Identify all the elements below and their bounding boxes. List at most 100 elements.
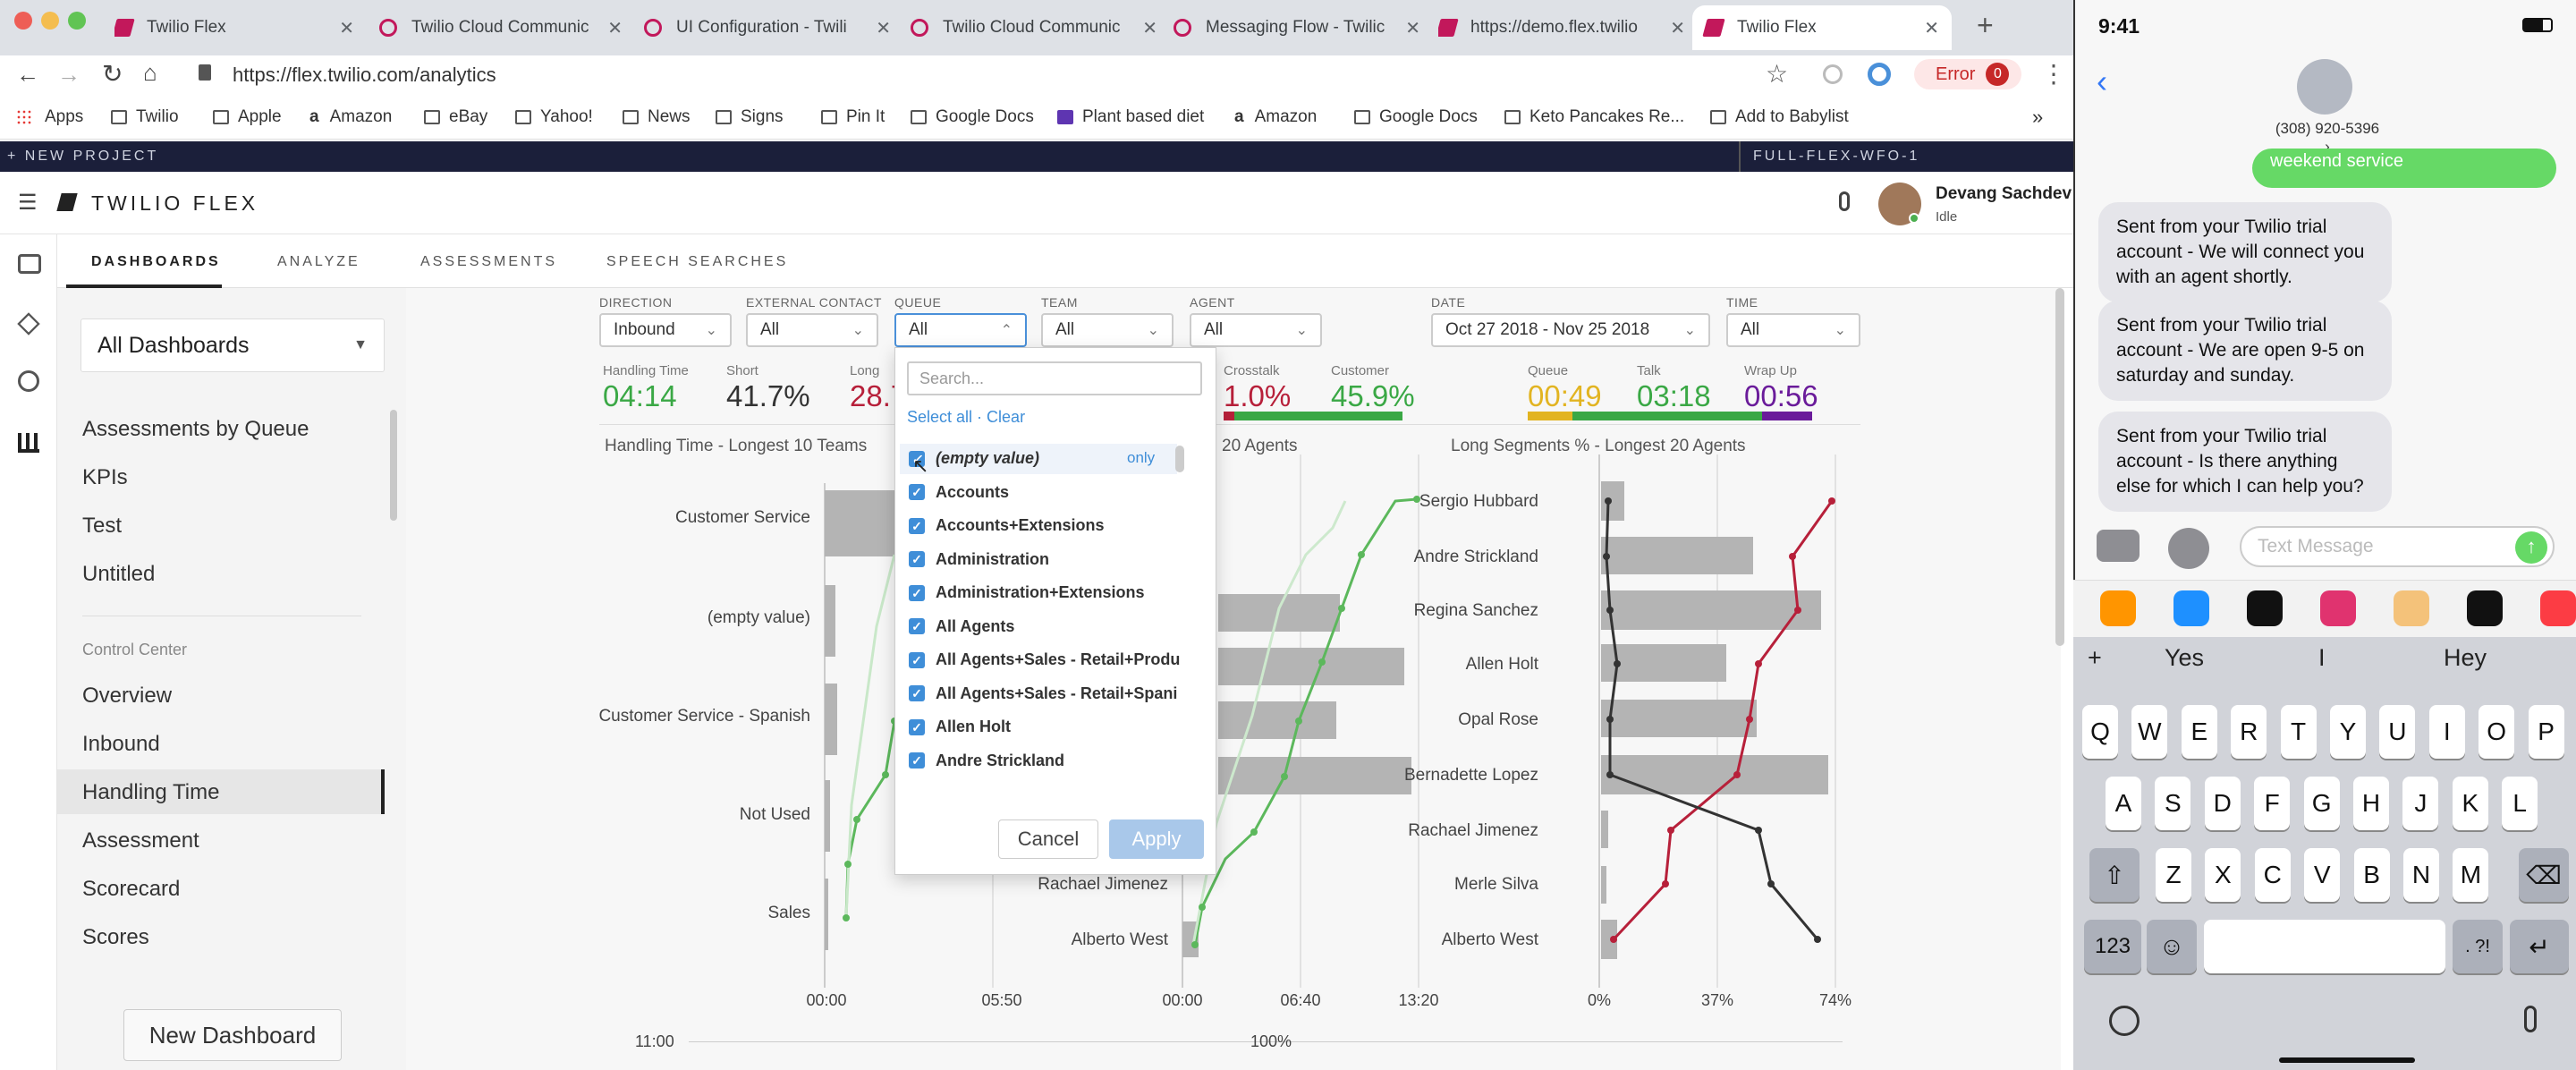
dashboard-item[interactable]: Inbound	[82, 732, 160, 756]
date-range-select[interactable]: Oct 27 2018 - Nov 25 2018 ⌄	[1431, 313, 1710, 347]
select-all-link[interactable]: Select all	[907, 408, 973, 426]
bookmark-link[interactable]: Keto Pancakes Re...	[1504, 104, 1684, 131]
checkbox-checked-icon[interactable]: ✓	[909, 752, 925, 769]
key-a[interactable]: A	[2106, 777, 2141, 830]
message-input[interactable]: Text Message	[2240, 526, 2555, 567]
queue-select[interactable]: All ⌃	[894, 313, 1027, 347]
minimize-window-button[interactable]	[41, 12, 59, 30]
dashboard-item[interactable]: KPIs	[82, 465, 128, 489]
dashboard-item[interactable]: Assessments by Queue	[82, 417, 309, 441]
music-app-icon[interactable]	[2540, 590, 2576, 626]
queue-search-input[interactable]: Search...	[907, 361, 1202, 395]
extension-icon[interactable]	[1868, 63, 1891, 86]
checkbox-checked-icon[interactable]: ✓	[909, 651, 925, 668]
queue-option[interactable]: ✓ Administration+Extensions	[909, 583, 1145, 602]
emoji-key[interactable]: ☺	[2147, 920, 2197, 973]
suggestion[interactable]: I	[2318, 644, 2326, 671]
key-u[interactable]: U	[2379, 705, 2416, 759]
close-tab-icon[interactable]: ✕	[607, 18, 623, 38]
queue-option[interactable]: ✓ (empty value)	[909, 449, 1039, 468]
app-store-app-icon[interactable]	[2174, 590, 2209, 626]
close-tab-icon[interactable]: ✕	[1924, 18, 1939, 38]
browser-tab[interactable]: https://demo.flex.twilio ✕	[1438, 5, 1698, 50]
search-images-app-icon[interactable]	[2320, 590, 2356, 626]
close-tab-icon[interactable]: ✕	[1142, 18, 1157, 38]
forward-icon[interactable]: →	[57, 61, 80, 88]
bookmark-star-icon[interactable]: ☆	[1766, 60, 1789, 88]
bookmark-folder[interactable]: Apple	[213, 104, 282, 131]
key-g[interactable]: G	[2303, 777, 2340, 830]
apply-button[interactable]: Apply	[1109, 819, 1204, 859]
extension-icon[interactable]	[1823, 64, 1843, 84]
key-y[interactable]: Y	[2330, 705, 2366, 759]
key-c[interactable]: C	[2254, 848, 2291, 902]
browser-tab[interactable]: Messaging Flow - Twilic ✕	[1174, 5, 1433, 50]
close-tab-icon[interactable]: ✕	[339, 18, 354, 38]
new-tab-button[interactable]: +	[1977, 9, 1994, 41]
cancel-button[interactable]: Cancel	[998, 819, 1098, 859]
suggestion[interactable]: Yes	[2165, 644, 2205, 671]
key-o[interactable]: O	[2479, 705, 2515, 759]
key-j[interactable]: J	[2402, 777, 2439, 830]
key-t[interactable]: T	[2280, 705, 2317, 759]
shift-key[interactable]: ⇧	[2089, 848, 2140, 902]
checkbox-checked-icon[interactable]: ✓	[909, 517, 925, 534]
microphone-icon[interactable]	[1839, 191, 1850, 211]
tab-dashboards[interactable]: DASHBOARDS	[91, 254, 221, 269]
animoji-app-icon[interactable]	[2394, 590, 2429, 626]
new-project-button[interactable]: + NEW PROJECT	[7, 149, 159, 164]
back-chevron-icon[interactable]: ‹	[2097, 63, 2107, 99]
suggestion[interactable]: Hey	[2444, 644, 2487, 671]
return-key[interactable]: ↵	[2510, 920, 2569, 973]
contact-number[interactable]: (308) 920-5396 ›	[2275, 120, 2380, 155]
bookmark-link[interactable]: Plant based diet	[1057, 104, 1204, 131]
queue-option[interactable]: ✓ Accounts+Extensions	[909, 516, 1105, 535]
back-icon[interactable]: ←	[16, 61, 39, 88]
queue-option[interactable]: ✓ All Agents+Sales - Retail+Produ	[909, 650, 1180, 669]
scrollbar[interactable]	[390, 410, 397, 521]
key-w[interactable]: W	[2131, 705, 2168, 759]
camera-icon[interactable]	[2097, 530, 2140, 562]
checkbox-checked-icon[interactable]: ✓	[909, 484, 925, 500]
new-dashboard-button[interactable]: New Dashboard	[123, 1009, 342, 1061]
home-icon[interactable]: ⌂	[143, 59, 157, 86]
browser-tab[interactable]: UI Configuration - Twili ✕	[644, 5, 903, 50]
team-select[interactable]: All ⌄	[1041, 313, 1174, 347]
checkbox-checked-icon[interactable]: ✓	[909, 584, 925, 601]
close-tab-icon[interactable]: ✕	[1405, 18, 1420, 38]
close-tab-icon[interactable]: ✕	[1670, 18, 1685, 38]
agent-select[interactable]: All ⌄	[1190, 313, 1322, 347]
key-m[interactable]: M	[2453, 848, 2489, 902]
close-window-button[interactable]	[14, 12, 32, 30]
browser-tab[interactable]: Twilio Flex ✕	[114, 5, 367, 50]
checkbox-checked-icon[interactable]: ✓	[909, 685, 925, 701]
dashboard-item-active[interactable]: Handling Time	[82, 780, 220, 804]
key-r[interactable]: R	[2231, 705, 2267, 759]
direction-select[interactable]: Inbound ⌄	[599, 313, 732, 347]
key-f[interactable]: F	[2254, 777, 2291, 830]
key-h[interactable]: H	[2353, 777, 2389, 830]
bookmark-link[interactable]: a Amazon	[1234, 104, 1317, 131]
bookmark-link[interactable]: a Amazon	[309, 104, 392, 131]
bookmark-link[interactable]: Google Docs	[911, 104, 1034, 131]
bookmark-link[interactable]: eBay	[424, 104, 487, 131]
only-link[interactable]: only	[1127, 449, 1156, 466]
dictation-mic-icon[interactable]	[2524, 1006, 2537, 1032]
key-n[interactable]: N	[2403, 848, 2439, 902]
punctuation-key[interactable]: . ?!	[2453, 920, 2503, 973]
bookmark-link[interactable]: Pin It	[821, 104, 885, 131]
dashboard-item[interactable]: Scorecard	[82, 877, 181, 901]
bookmarks-more-button[interactable]: »	[2032, 106, 2044, 128]
checkbox-checked-icon[interactable]: ✓	[909, 450, 925, 467]
tab-speech-searches[interactable]: SPEECH SEARCHES	[606, 254, 789, 269]
checkbox-checked-icon[interactable]: ✓	[909, 718, 925, 735]
browser-tab[interactable]: Twilio Cloud Communic ✕	[379, 5, 635, 50]
tab-analyze[interactable]: ANALYZE	[277, 254, 360, 269]
menu-kebab-icon[interactable]: ⋮	[2041, 60, 2066, 88]
queue-option[interactable]: ✓ Andre Strickland	[909, 752, 1064, 770]
globe-icon[interactable]	[2109, 1006, 2140, 1036]
hamburger-menu-icon[interactable]: ☰	[18, 191, 38, 215]
bookmark-apps[interactable]: Apps	[16, 104, 83, 131]
suggestion-plus[interactable]: +	[2088, 644, 2102, 671]
digital-touch-app-icon[interactable]	[2467, 590, 2503, 626]
